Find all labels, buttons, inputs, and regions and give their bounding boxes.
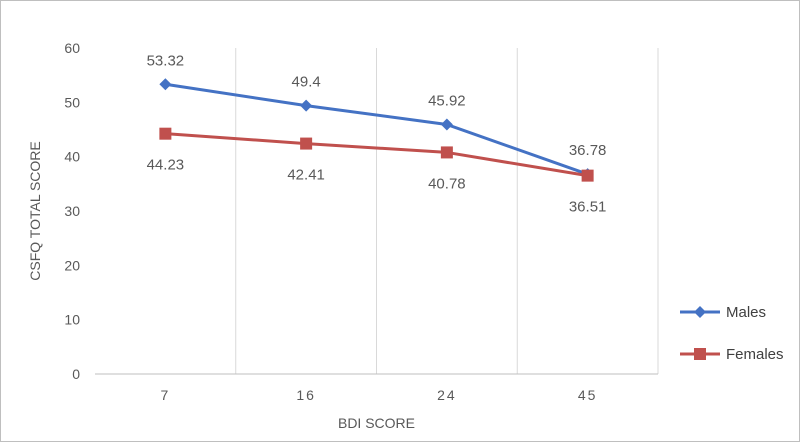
x-axis-ticks: 7 16 24 45 bbox=[160, 387, 598, 403]
marker-females bbox=[300, 137, 313, 150]
marker-females bbox=[581, 169, 594, 182]
series-line-males bbox=[165, 82, 589, 176]
marker-females bbox=[440, 146, 453, 159]
data-label: 49.4 bbox=[292, 74, 321, 91]
gridlines bbox=[235, 48, 659, 374]
y-tick-label: 60 bbox=[64, 40, 80, 56]
y-axis-ticks: 0 10 20 30 40 50 60 bbox=[64, 40, 80, 382]
y-tick-label: 30 bbox=[64, 203, 80, 219]
series-layer bbox=[159, 78, 594, 182]
legend: Males Females bbox=[680, 304, 784, 363]
x-tick-label: 24 bbox=[437, 387, 457, 403]
y-axis-title: CSFQ TOTAL SCORE bbox=[27, 141, 43, 281]
data-label: 42.41 bbox=[287, 167, 325, 184]
marker-males bbox=[300, 99, 313, 112]
legend-label: Females bbox=[726, 346, 784, 363]
legend-marker bbox=[694, 348, 706, 360]
data-labels-layer: 53.32 49.4 45.92 36.78 44.23 42.41 40.78 36.51 bbox=[147, 52, 607, 215]
data-label: 36.51 bbox=[569, 199, 607, 216]
data-label: 53.32 bbox=[147, 52, 185, 69]
series-line-females bbox=[165, 132, 588, 178]
x-tick-label: 45 bbox=[578, 387, 598, 403]
data-label: 44.23 bbox=[147, 157, 185, 174]
y-tick-label: 0 bbox=[72, 366, 80, 382]
legend-label: Males bbox=[726, 304, 766, 321]
x-tick-label: 16 bbox=[296, 387, 316, 403]
y-tick-label: 50 bbox=[64, 94, 80, 110]
y-tick-label: 20 bbox=[64, 257, 80, 273]
marker-males bbox=[440, 118, 453, 131]
marker-females bbox=[159, 127, 172, 140]
data-label: 40.78 bbox=[428, 175, 466, 192]
data-label: 45.92 bbox=[428, 93, 466, 110]
x-axis-title: BDI SCORE bbox=[338, 415, 415, 431]
x-tick-label: 7 bbox=[160, 387, 170, 403]
legend-marker bbox=[694, 306, 706, 318]
data-label: 36.78 bbox=[569, 142, 607, 159]
y-tick-label: 40 bbox=[64, 149, 80, 165]
y-tick-label: 10 bbox=[64, 312, 80, 328]
marker-males bbox=[159, 78, 172, 91]
